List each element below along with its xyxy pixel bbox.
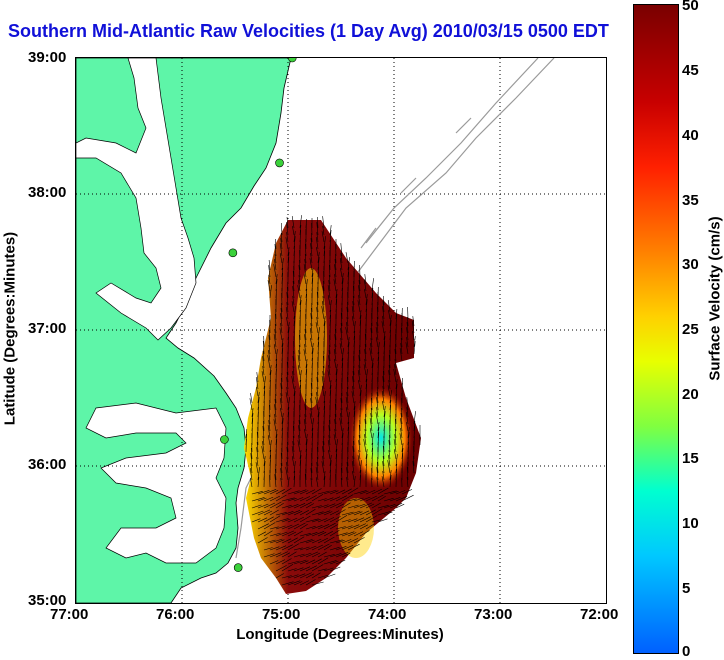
colorbar-tick: 15 [682, 450, 699, 467]
y-tick-label: 36:00 [28, 456, 66, 473]
colorbar-tick: 40 [682, 127, 699, 144]
x-tick-label: 73:00 [474, 606, 512, 623]
map-plot-area[interactable] [75, 57, 607, 604]
map-canvas [76, 58, 606, 603]
x-tick-label: 75:00 [262, 606, 300, 623]
map-title: Southern Mid-Atlantic Raw Velocities (1 … [8, 21, 609, 42]
radar-station-marker [229, 249, 237, 257]
colorbar-tick: 25 [682, 321, 699, 338]
colorbar-tick: 30 [682, 256, 699, 273]
y-tick-label: 39:00 [28, 49, 66, 66]
colorbar [633, 4, 679, 654]
eddy-feature [349, 386, 413, 490]
y-tick-label: 37:00 [28, 320, 66, 337]
colorbar-tick: 10 [682, 515, 699, 532]
y-tick-label: 38:00 [28, 184, 66, 201]
x-tick-label: 72:00 [580, 606, 618, 623]
x-tick-label: 76:00 [156, 606, 194, 623]
colorbar-tick: 20 [682, 386, 699, 403]
colorbar-title: Surface Velocity (cm/s) [707, 184, 724, 414]
colorbar-tick: 35 [682, 192, 699, 209]
radar-station-marker [234, 564, 242, 572]
x-tick-label: 77:00 [50, 606, 88, 623]
colorbar-tick: 0 [682, 643, 690, 660]
radar-station-marker [220, 436, 228, 444]
radar-station-marker [276, 159, 284, 167]
y-axis-title: Latitude (Degrees:Minutes) [2, 219, 19, 439]
x-axis-title: Longitude (Degrees:Minutes) [75, 626, 605, 643]
x-tick-label: 74:00 [368, 606, 406, 623]
colorbar-tick: 45 [682, 62, 699, 79]
colorbar-tick: 50 [682, 0, 699, 14]
colorbar-tick: 5 [682, 580, 690, 597]
